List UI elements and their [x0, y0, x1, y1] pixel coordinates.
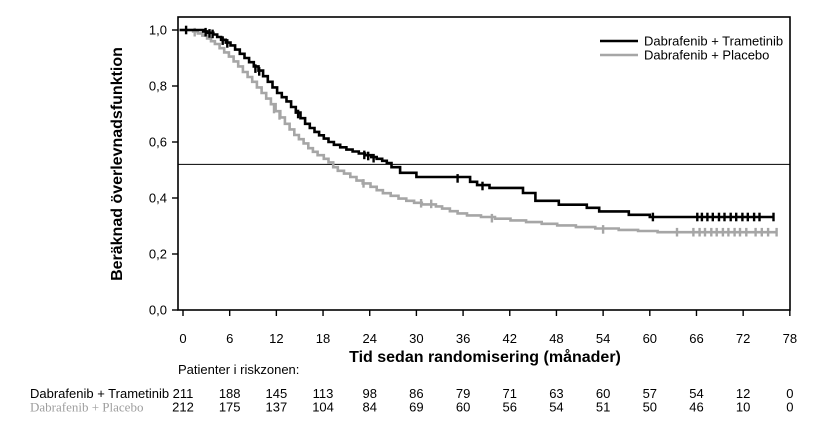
legend-label-placebo: Dabrafenib + Placebo [644, 48, 769, 63]
x-axis-title: Tid sedan randomisering (månader) [349, 348, 621, 366]
risk-value-row1-m30: 69 [409, 400, 423, 415]
x-tick-label-0: 0 [179, 331, 186, 346]
risk-value-row1-m66: 46 [689, 400, 703, 415]
risk-row-label-trametinib: Dabrafenib + Trametinib [30, 386, 169, 401]
risk-table: Patienter i riskzonen: Dabrafenib + Tram… [30, 362, 299, 415]
risk-value-row0-m12: 145 [266, 386, 288, 401]
x-tick-label-12: 12 [269, 331, 283, 346]
risk-value-row0-m18: 113 [313, 386, 334, 401]
risk-row-label-placebo: Dabrafenib + Placebo [30, 400, 143, 415]
risk-value-row1-m60: 50 [643, 400, 657, 415]
risk-value-row1-m54: 51 [596, 400, 610, 415]
risk-value-row0-m66: 54 [689, 386, 703, 401]
risk-value-row0-m42: 71 [503, 386, 517, 401]
y-tick-label-0,0: 0,0 [149, 303, 167, 318]
risk-value-row1-m36: 60 [456, 400, 470, 415]
risk-value-row0-m60: 57 [643, 386, 657, 401]
x-tick-label-54: 54 [596, 331, 610, 346]
y-axis-title: Beräknad överlevnadsfunktion [109, 47, 126, 281]
risk-value-row0-m78: 0 [786, 386, 793, 401]
x-tick-label-6: 6 [226, 331, 233, 346]
plot-dynamic-layer: 0 6 12 18 24 30 36 42 48 54 60 66 72 78 0,0 0,2 0,4 0,6 0,… [149, 16, 797, 415]
y-tick-label-0,4: 0,4 [149, 191, 167, 206]
risk-value-row1-m6: 175 [219, 400, 241, 415]
risk-table-header: Patienter i riskzonen: [178, 362, 299, 377]
risk-value-row1-m24: 84 [362, 400, 376, 415]
x-tick-label-18: 18 [316, 331, 330, 346]
risk-value-row1-m72: 10 [736, 400, 750, 415]
survival-curve-dabrafenib-trametinib [179, 28, 774, 219]
x-tick-label-42: 42 [503, 331, 517, 346]
risk-value-row1-m12: 137 [266, 400, 288, 415]
y-tick-label-0,2: 0,2 [149, 247, 167, 262]
risk-value-row0-m24: 98 [362, 386, 376, 401]
risk-value-row1-m0: 212 [172, 400, 194, 415]
risk-value-row1-m18: 104 [312, 400, 334, 415]
legend-label-trametinib: Dabrafenib + Trametinib [644, 34, 783, 49]
risk-value-row0-m6: 188 [219, 386, 241, 401]
x-tick-label-72: 72 [736, 331, 750, 346]
risk-value-row1-m42: 56 [503, 400, 517, 415]
survival-curve-dabrafenib-placebo [179, 28, 777, 234]
risk-value-row0-m72: 12 [736, 386, 750, 401]
x-tick-label-60: 60 [643, 331, 657, 346]
legend: Dabrafenib + Trametinib Dabrafenib + Pla… [600, 34, 783, 63]
risk-value-row0-m54: 60 [596, 386, 610, 401]
risk-value-row0-m48: 63 [549, 386, 563, 401]
y-tick-label-0,6: 0,6 [149, 135, 167, 150]
risk-value-row0-m0: 211 [173, 386, 194, 401]
risk-value-row0-m30: 86 [409, 386, 423, 401]
x-tick-label-78: 78 [783, 331, 797, 346]
plot-frame [177, 16, 791, 311]
risk-value-row0-m36: 79 [456, 386, 470, 401]
risk-value-row1-m78: 0 [786, 400, 793, 415]
x-tick-label-36: 36 [456, 331, 470, 346]
x-tick-label-30: 30 [409, 331, 423, 346]
risk-value-row1-m48: 54 [549, 400, 563, 415]
x-tick-label-48: 48 [549, 331, 563, 346]
y-tick-label-0,8: 0,8 [149, 79, 167, 94]
x-tick-label-24: 24 [362, 331, 376, 346]
x-tick-label-66: 66 [689, 331, 703, 346]
y-tick-label-1,0: 1,0 [149, 23, 167, 38]
